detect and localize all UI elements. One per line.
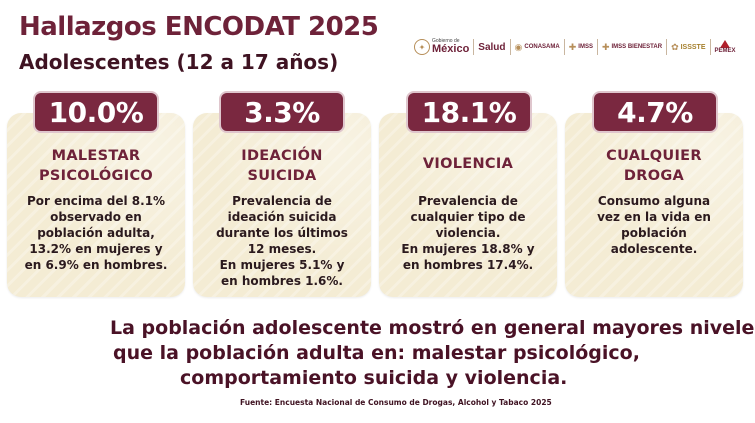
card-body-line: En mujeres 18.8% y: [401, 242, 535, 256]
logo-imss: ✚ IMSS: [569, 42, 593, 53]
summary-line: comportamiento suicida y violencia.: [180, 367, 568, 389]
card-heading-line: SUICIDA: [247, 168, 317, 184]
card-body-line: 13.2% en mujeres y: [29, 242, 163, 256]
card-heading-line: VIOLENCIA: [422, 156, 514, 172]
card-violencia: VIOLENCIA Prevalencia de cualquier tipo …: [379, 113, 557, 297]
logo-imss-text: IMSS: [578, 44, 593, 50]
card-body: Prevalencia de cualquier tipo de violenc…: [385, 193, 551, 273]
page-subtitle: Adolescentes (12 a 17 años): [19, 50, 339, 74]
logo-divider: [596, 39, 598, 55]
card-body: Consumo alguna vez en la vida en poblaci…: [571, 193, 737, 257]
logo-divider: [563, 39, 565, 55]
card-malestar-psicologico: MALESTAR PSICOLÓGICO Por encima del 8.1%…: [7, 113, 185, 297]
card-body-line: 12 meses.: [247, 242, 317, 256]
logo-issste-text: ISSSTE: [680, 43, 706, 51]
card-body-line: población adulta,: [37, 226, 155, 240]
page-title: Hallazgos ENCODAT 2025: [19, 12, 379, 42]
card-heading: VIOLENCIA: [385, 154, 551, 174]
logo-imss-bienestar-text: IMSS BIENESTAR: [611, 44, 663, 50]
card-body-line: en hombres 17.4%.: [402, 258, 534, 272]
logo-conasama-text: CONASAMA: [524, 44, 560, 50]
logo-gobierno: ✦ Gobierno de México: [414, 39, 469, 55]
conasama-icon: ◉: [514, 41, 523, 52]
card-body-line: En mujeres 5.1% y: [219, 258, 345, 272]
logo-pemex: PEMEX: [715, 40, 736, 54]
summary-line: que la población adulta en: malestar psi…: [113, 342, 640, 364]
card-body-line: población: [621, 226, 687, 240]
stat-badge-ideacion: 3.3%: [219, 91, 345, 133]
logo-divider: [666, 39, 668, 55]
card-body-line: en 6.9% en hombres.: [24, 258, 168, 272]
logo-divider: [509, 39, 511, 55]
card-body-line: violencia.: [435, 226, 501, 240]
issste-icon: ✿: [671, 41, 679, 52]
card-heading: MALESTAR PSICOLÓGICO: [13, 146, 179, 186]
stat-badge-droga: 4.7%: [592, 91, 718, 133]
card-cualquier-droga: CUALQUIER DROGA Consumo alguna vez en la…: [565, 113, 743, 297]
card-body-line: Prevalencia de: [418, 194, 518, 208]
institution-logos: ✦ Gobierno de México Salud ◉ CONASAMA ✚ …: [414, 36, 746, 58]
card-heading-line: CUALQUIER: [606, 148, 702, 164]
card-body-line: Por encima del 8.1%: [26, 194, 166, 208]
card-body: Prevalencia de ideación suicida durante …: [199, 193, 365, 289]
logo-divider: [709, 39, 711, 55]
logo-salud-text: Salud: [478, 41, 506, 53]
card-body-line: ideación suicida: [227, 210, 337, 224]
card-heading-line: DROGA: [623, 168, 685, 184]
logo-salud: Salud: [478, 42, 505, 53]
card-body-line: observado en: [50, 210, 142, 224]
logo-divider: [473, 39, 475, 55]
logo-conasama: ◉ CONASAMA: [515, 42, 560, 53]
card-body-line: adolescente.: [610, 242, 698, 256]
card-heading-line: PSICOLÓGICO: [38, 168, 154, 184]
pemex-icon: [720, 40, 731, 48]
seal-icon: ✦: [414, 39, 430, 55]
card-heading-line: IDEACIÓN: [241, 148, 323, 164]
summary-line: La población adolescente mostró en gener…: [110, 317, 755, 339]
source-note: Fuente: Encuesta Nacional de Consumo de …: [240, 398, 552, 407]
logo-gobierno-small: Gobierno de: [432, 38, 460, 44]
logo-issste: ✿ ISSSTE: [671, 42, 705, 53]
card-heading: CUALQUIER DROGA: [571, 146, 737, 186]
stat-badge-violencia: 18.1%: [406, 91, 532, 133]
logo-pemex-text: PEMEX: [714, 48, 736, 54]
card-body-line: vez en la vida en: [597, 210, 711, 224]
card-body-line: Consumo alguna: [597, 194, 711, 208]
card-body: Por encima del 8.1% observado en poblaci…: [13, 193, 179, 273]
card-body-line: Prevalencia de: [232, 194, 332, 208]
card-heading: IDEACIÓN SUICIDA: [199, 146, 365, 186]
card-heading-line: MALESTAR: [51, 148, 141, 164]
logo-imss-bienestar: ✚ IMSS BIENESTAR: [602, 42, 662, 53]
stat-badge-malestar: 10.0%: [33, 91, 159, 133]
card-body-line: cualquier tipo de: [410, 210, 526, 224]
card-ideacion-suicida: IDEACIÓN SUICIDA Prevalencia de ideación…: [193, 113, 371, 297]
card-body-line: durante los últimos: [216, 226, 348, 240]
card-body-line: en hombres 1.6%.: [221, 274, 343, 288]
imss-icon: ✚: [568, 41, 577, 52]
logo-gobierno-big: México: [432, 43, 470, 55]
imss-bienestar-icon: ✚: [601, 41, 610, 52]
summary-text: La población adolescente mostró en gener…: [110, 316, 755, 391]
